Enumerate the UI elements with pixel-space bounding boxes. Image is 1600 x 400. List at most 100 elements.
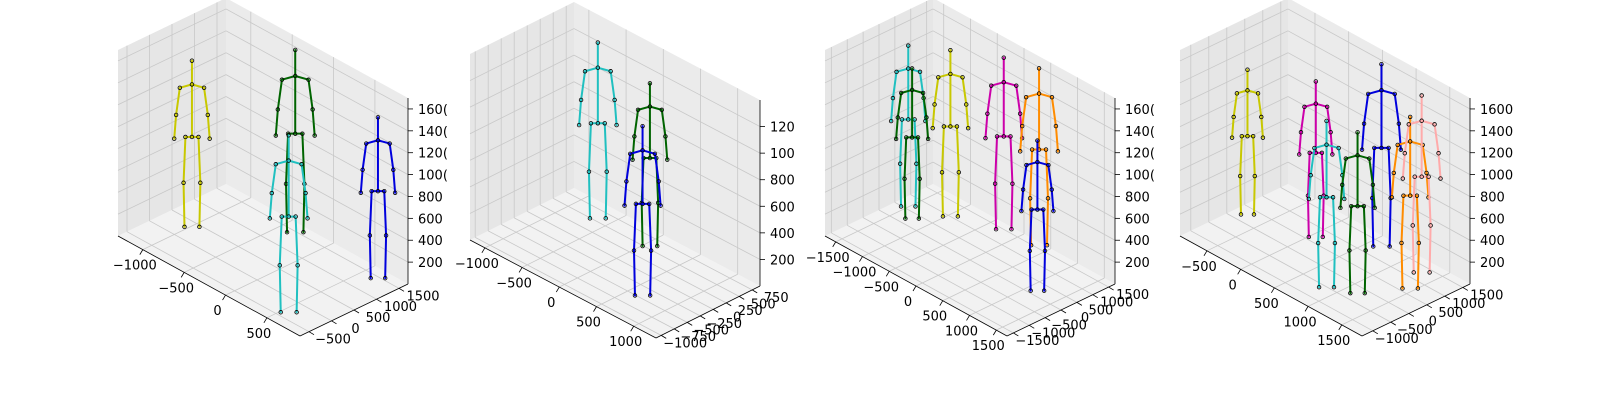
grid-line <box>117 74 227 127</box>
skeleton-joint <box>1308 173 1313 178</box>
grid-line <box>573 54 761 154</box>
skeleton-joint <box>277 263 282 268</box>
skeleton-bone <box>994 135 999 185</box>
skeleton-joint <box>909 135 915 140</box>
floor-pane <box>470 188 760 338</box>
skeleton-bone <box>625 152 632 183</box>
skeleton-joint <box>1324 142 1329 147</box>
grid-line <box>117 139 227 193</box>
grid-line <box>527 211 714 310</box>
skeleton-bone <box>1260 115 1264 139</box>
skeleton-joint <box>603 216 608 221</box>
skeleton-bone <box>1339 183 1344 209</box>
grid-line <box>847 224 1030 326</box>
skeleton-bone <box>1299 105 1306 134</box>
skeleton-bone <box>660 108 667 138</box>
skeleton-bone <box>304 192 309 220</box>
skeleton-bone <box>955 125 960 174</box>
skeleton-3 <box>1306 118 1347 290</box>
skeleton-joint <box>279 214 284 219</box>
skeleton-joint <box>1410 223 1415 228</box>
grid-line <box>225 161 409 263</box>
y-tick-label: −750 <box>680 330 716 345</box>
x-tick-label: −1000 <box>832 266 876 281</box>
skeleton-joint <box>382 275 388 281</box>
x-tick-mark <box>885 271 890 277</box>
skeleton-bone <box>657 180 662 207</box>
skeleton-joint <box>1231 114 1236 120</box>
skeleton-bone <box>1411 175 1416 227</box>
skeleton-joint <box>640 148 645 153</box>
y-tick-label: −500 <box>315 333 351 348</box>
z-tick-label: 120( <box>1125 147 1155 162</box>
skeleton-bone <box>890 97 894 123</box>
x-tick-mark <box>555 286 560 293</box>
skeleton-bone <box>1416 241 1420 290</box>
skeleton-joint <box>205 112 211 118</box>
skeleton-joint <box>1041 207 1046 212</box>
skeleton-bone <box>1367 89 1383 95</box>
skeleton-joint <box>1051 208 1056 214</box>
skeleton-joint <box>909 87 915 93</box>
skeleton-joint <box>1349 203 1354 209</box>
skeleton-7 <box>1400 93 1443 275</box>
skeleton-bone <box>914 162 918 208</box>
x-tick-label: 0 <box>213 304 221 319</box>
y-tick-mark <box>686 322 693 326</box>
skeleton-joint <box>985 111 990 116</box>
skeleton-bone <box>1257 92 1263 118</box>
skeleton-joint <box>1019 208 1024 214</box>
skeleton-bone <box>1428 224 1432 274</box>
skeleton-joint <box>273 162 278 167</box>
skeleton-bone <box>1380 89 1396 95</box>
skeleton-bone <box>1341 157 1347 186</box>
x-tick-mark <box>180 272 185 278</box>
skeleton-joint <box>1014 83 1019 88</box>
skeleton-joint <box>640 201 645 207</box>
skeleton-joint <box>1029 207 1034 212</box>
z-tick-label: 120 <box>770 121 795 136</box>
grid-line <box>824 96 934 149</box>
z-tick-label: 400 <box>418 234 443 249</box>
skeleton-joint <box>1411 270 1416 275</box>
grid-line <box>117 96 227 149</box>
x-tick-mark <box>832 241 837 248</box>
skeleton-joint <box>904 135 909 140</box>
skeleton-joint <box>1036 66 1042 71</box>
skeleton-joint <box>1020 187 1026 192</box>
skeleton-bone <box>941 125 945 174</box>
skeleton-joint <box>632 293 638 298</box>
skeleton-joint <box>1302 104 1307 110</box>
y-axis-line <box>1361 283 1471 337</box>
z-tick-label: 800 <box>1125 190 1150 205</box>
y-tick-label: −1500 <box>1015 334 1059 349</box>
skeleton-joint <box>595 121 601 126</box>
skeleton-bone <box>274 108 279 137</box>
grid-line <box>1287 118 1471 219</box>
grid-line <box>1287 52 1471 154</box>
grid-line <box>225 8 409 110</box>
y-tick-label: −1000 <box>663 336 707 351</box>
skeleton-1 <box>172 58 212 230</box>
skeleton-joint <box>1245 88 1250 93</box>
skeleton-3 <box>930 47 971 219</box>
skeleton-joint <box>177 85 183 90</box>
skeleton-joint <box>1436 151 1441 156</box>
skeleton-bone <box>175 86 181 116</box>
skeleton-joint <box>647 293 653 298</box>
skeleton-joint <box>1017 111 1023 116</box>
skeleton-3 <box>358 115 398 281</box>
y-tick-label: 750 <box>764 291 789 306</box>
y-tick-mark <box>1462 287 1469 291</box>
skeleton-joint <box>1372 145 1377 151</box>
skeleton-bone <box>1371 183 1376 209</box>
skeleton-bone <box>1045 148 1049 200</box>
y-tick-mark <box>738 296 745 300</box>
y-tick-mark <box>308 331 315 336</box>
skeleton-bone <box>1047 164 1053 191</box>
grid-line <box>1307 254 1417 307</box>
skeleton-bone <box>664 135 669 161</box>
skeleton-joint <box>647 104 653 109</box>
y-tick-label: −250 <box>706 317 742 332</box>
x-tick-mark <box>222 294 226 301</box>
